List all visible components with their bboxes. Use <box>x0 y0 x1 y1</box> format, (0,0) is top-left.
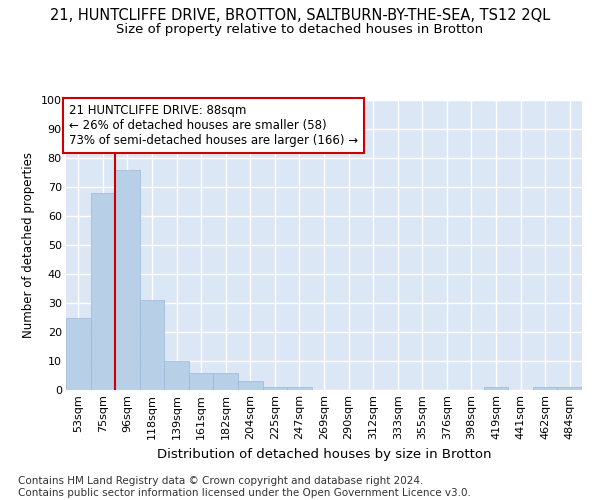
Text: Contains HM Land Registry data © Crown copyright and database right 2024.
Contai: Contains HM Land Registry data © Crown c… <box>18 476 471 498</box>
Text: 21, HUNTCLIFFE DRIVE, BROTTON, SALTBURN-BY-THE-SEA, TS12 2QL: 21, HUNTCLIFFE DRIVE, BROTTON, SALTBURN-… <box>50 8 550 22</box>
Bar <box>484 387 508 390</box>
X-axis label: Distribution of detached houses by size in Brotton: Distribution of detached houses by size … <box>157 448 491 460</box>
Bar <box>533 387 557 390</box>
Text: 21 HUNTCLIFFE DRIVE: 88sqm
← 26% of detached houses are smaller (58)
73% of semi: 21 HUNTCLIFFE DRIVE: 88sqm ← 26% of deta… <box>69 104 358 148</box>
Bar <box>91 193 115 390</box>
Y-axis label: Number of detached properties: Number of detached properties <box>22 152 35 338</box>
Bar <box>238 382 263 390</box>
Bar <box>140 300 164 390</box>
Bar <box>189 372 214 390</box>
Bar <box>263 387 287 390</box>
Text: Size of property relative to detached houses in Brotton: Size of property relative to detached ho… <box>116 22 484 36</box>
Bar <box>287 387 312 390</box>
Bar <box>557 387 582 390</box>
Bar <box>164 361 189 390</box>
Bar <box>115 170 140 390</box>
Bar <box>214 372 238 390</box>
Bar <box>66 318 91 390</box>
